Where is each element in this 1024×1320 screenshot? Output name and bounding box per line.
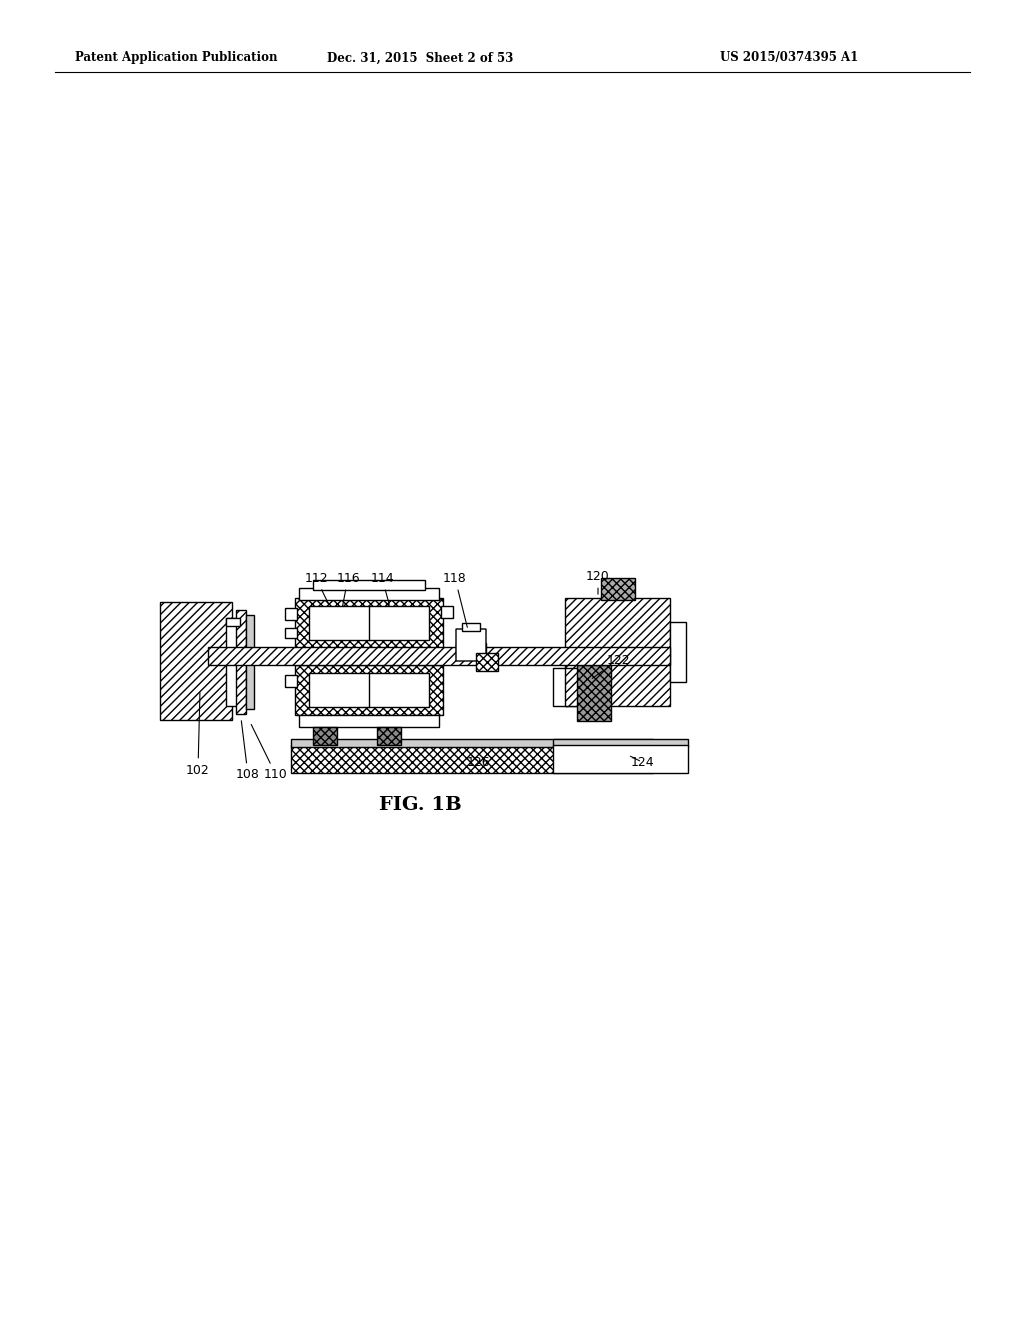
Bar (208, 647, 670, 665)
Text: Dec. 31, 2015  Sheet 2 of 53: Dec. 31, 2015 Sheet 2 of 53 (327, 51, 513, 65)
Text: 126: 126 (466, 755, 489, 768)
Bar (456, 643, 486, 657)
Text: 120: 120 (586, 569, 610, 594)
Text: US 2015/0374395 A1: US 2015/0374395 A1 (720, 51, 858, 65)
Text: 110: 110 (251, 725, 288, 781)
Bar (291, 744, 653, 774)
Bar (553, 668, 567, 706)
Bar (441, 606, 453, 618)
Bar (553, 739, 688, 747)
Text: 102: 102 (186, 693, 210, 776)
Bar (313, 727, 337, 744)
Text: 116: 116 (336, 572, 359, 606)
Text: 114: 114 (371, 572, 394, 605)
Text: 124: 124 (630, 755, 653, 768)
Text: 118: 118 (443, 572, 467, 627)
Bar (160, 602, 232, 719)
Bar (670, 622, 686, 682)
Bar (226, 618, 240, 706)
Text: 122: 122 (592, 653, 630, 678)
Bar (295, 598, 443, 648)
Bar (462, 623, 480, 631)
Bar (291, 739, 653, 747)
Bar (295, 665, 443, 715)
Bar (285, 628, 297, 638)
Text: 112: 112 (304, 572, 329, 605)
Bar (285, 675, 297, 686)
Bar (476, 653, 498, 671)
Bar (246, 615, 254, 709)
Bar (309, 606, 429, 640)
Bar (299, 715, 439, 727)
Bar (309, 673, 429, 708)
Bar (377, 727, 401, 744)
Bar (577, 665, 611, 721)
Text: 108: 108 (237, 721, 260, 781)
Bar (299, 587, 439, 601)
Text: FIG. 1B: FIG. 1B (379, 796, 462, 814)
Bar (313, 579, 425, 590)
Bar (285, 609, 297, 620)
Bar (565, 598, 670, 706)
Text: Patent Application Publication: Patent Application Publication (75, 51, 278, 65)
Bar (565, 668, 583, 706)
Bar (236, 610, 246, 714)
Polygon shape (456, 630, 486, 661)
Bar (226, 618, 240, 626)
Bar (553, 744, 688, 774)
Bar (601, 578, 635, 601)
